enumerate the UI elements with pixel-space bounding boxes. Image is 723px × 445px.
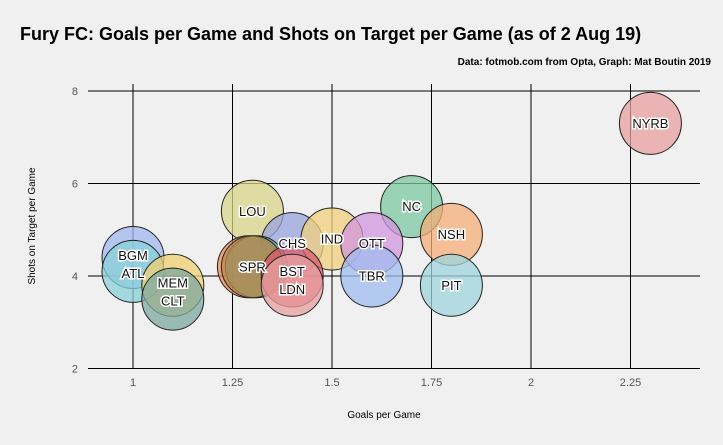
- bubble: [419, 253, 483, 317]
- bubble-label: PIT: [441, 278, 461, 293]
- x-tick-label: 1.5: [324, 377, 339, 389]
- bubble-label: CHS: [278, 236, 306, 251]
- bubble-label: SPR: [239, 259, 266, 274]
- bubble-label: LDN: [279, 282, 305, 297]
- x-tick-label: 1: [130, 377, 136, 389]
- bubble-label: OTT: [359, 236, 385, 251]
- bubble-label: BST: [280, 264, 305, 279]
- bubble-label: LOU: [239, 204, 266, 219]
- bubble-label: IND: [321, 232, 343, 247]
- x-tick-label: 1.25: [222, 377, 243, 389]
- chart-subtitle: Data: fotmob.com from Opta, Graph: Mat B…: [457, 57, 711, 68]
- bubble-label: NYRB: [632, 116, 668, 131]
- x-tick-label: 2.25: [620, 377, 641, 389]
- x-tick-label: 2: [528, 377, 534, 389]
- bubble-label: MEM: [158, 276, 188, 291]
- bubble-label: NSH: [438, 227, 465, 242]
- y-tick-label: 8: [72, 86, 78, 98]
- bubble: [141, 267, 205, 331]
- x-axis-label: Goals per Game: [347, 410, 421, 421]
- bubble: [618, 91, 682, 155]
- bubble-label: ATL: [122, 266, 145, 281]
- bubble: [260, 253, 324, 317]
- y-tick-label: 4: [72, 271, 78, 283]
- bubble-label: TBR: [359, 269, 385, 284]
- bubble-label: BGM: [118, 248, 148, 263]
- y-tick-label: 2: [72, 364, 78, 376]
- bubble-label: NC: [402, 199, 421, 214]
- chart-title: Fury FC: Goals per Game and Shots on Tar…: [20, 24, 642, 44]
- x-tick-label: 1.75: [421, 377, 442, 389]
- y-axis-label: Shots on Target per Game: [27, 167, 38, 285]
- y-tick-label: 6: [72, 179, 78, 191]
- bubble-label: CLT: [161, 294, 185, 309]
- bubble: [340, 244, 404, 308]
